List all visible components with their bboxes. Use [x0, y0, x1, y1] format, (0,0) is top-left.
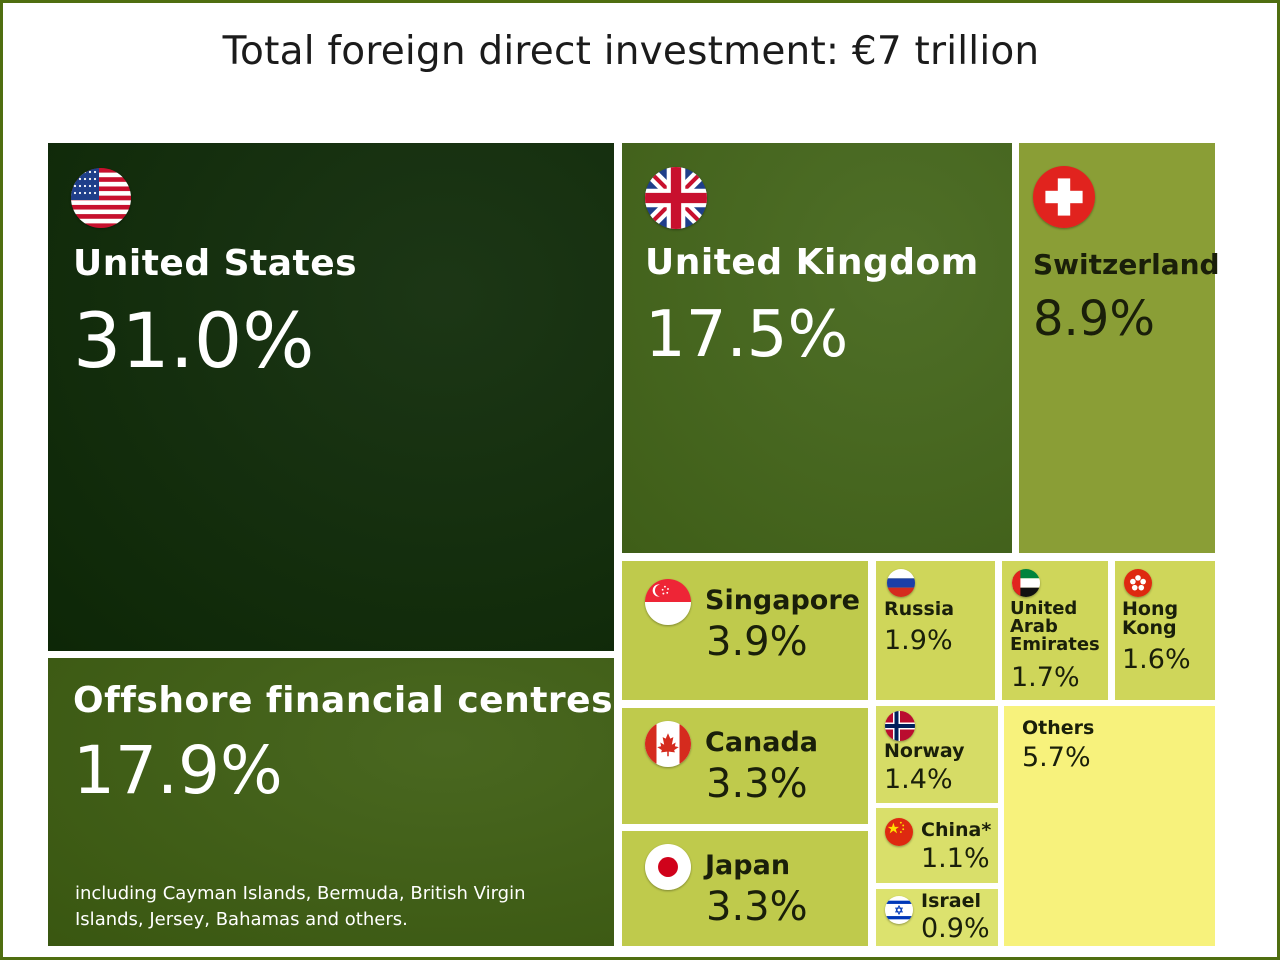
israel-flag-icon: [885, 896, 913, 924]
norway-flag-icon: [885, 711, 915, 741]
tile-value-hk: 1.6%: [1122, 644, 1191, 675]
tile-label-no: Norway: [884, 740, 965, 762]
tile-value-ae: 1.7%: [1011, 662, 1080, 693]
tile-label-ru: Russia: [884, 598, 955, 620]
tile-value-others: 5.7%: [1022, 742, 1091, 773]
tile-label-ae: United Arab Emirates: [1010, 598, 1100, 655]
tile-value-ca: 3.3%: [706, 761, 808, 807]
switzerland-flag-icon: [1033, 166, 1095, 228]
tile-us: [48, 143, 614, 651]
tile-value-no: 1.4%: [884, 764, 953, 795]
tile-label-hk: Hong Kong: [1122, 598, 1179, 639]
tile-label-others: Others: [1022, 717, 1095, 739]
tile-value-ru: 1.9%: [884, 625, 953, 656]
tile-ofc: [48, 658, 614, 946]
hong-kong-flag-icon: [1124, 569, 1152, 597]
tile-value-ofc: 17.9%: [73, 732, 283, 809]
tile-note-ofc: including Cayman Islands, Bermuda, Briti…: [75, 883, 526, 931]
uae-flag-icon: [1012, 569, 1040, 597]
tile-label-ch: Switzerland: [1033, 248, 1220, 281]
tile-label-cn: China*: [921, 819, 992, 841]
tile-label-sg: Singapore: [705, 585, 860, 616]
tile-value-jp: 3.3%: [706, 884, 808, 930]
china-flag-icon: [885, 818, 913, 846]
tile-label-us: United States: [73, 243, 358, 284]
chart-title: Total foreign direct investment: €7 tril…: [222, 29, 1040, 74]
tile-value-cn: 1.1%: [921, 843, 990, 874]
tile-value-ch: 8.9%: [1033, 291, 1155, 347]
tile-value-us: 31.0%: [73, 296, 315, 385]
tile-label-il: Israel: [921, 890, 981, 912]
canada-flag-icon: [645, 721, 691, 767]
usa-flag-icon: [71, 168, 131, 228]
singapore-flag-icon: [645, 579, 691, 625]
japan-flag-icon: [645, 844, 691, 890]
tile-label-ofc: Offshore financial centres: [73, 680, 614, 721]
tile-value-sg: 3.9%: [706, 619, 808, 665]
russia-flag-icon: [887, 569, 915, 597]
tile-value-uk: 17.5%: [645, 298, 849, 372]
tile-label-ca: Canada: [705, 727, 819, 758]
uk-flag-icon: [645, 167, 707, 229]
tile-others: [1004, 706, 1215, 946]
tile-value-il: 0.9%: [921, 913, 990, 944]
tile-label-jp: Japan: [705, 850, 791, 881]
tile-label-uk: United Kingdom: [645, 242, 979, 283]
